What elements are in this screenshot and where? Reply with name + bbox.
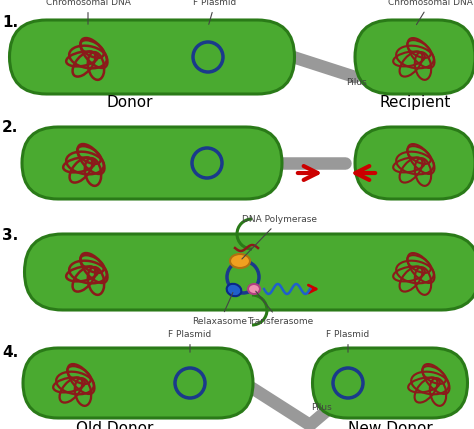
Circle shape xyxy=(227,261,259,293)
Ellipse shape xyxy=(248,284,260,294)
Circle shape xyxy=(333,368,363,398)
Text: 3.: 3. xyxy=(2,228,18,243)
Text: Chromosomal DNA: Chromosomal DNA xyxy=(388,0,473,24)
FancyBboxPatch shape xyxy=(9,20,294,94)
Circle shape xyxy=(175,368,205,398)
Text: 1.: 1. xyxy=(2,15,18,30)
FancyBboxPatch shape xyxy=(312,348,467,418)
Text: Pilus: Pilus xyxy=(311,403,332,412)
Text: F Plasmid: F Plasmid xyxy=(327,330,370,352)
FancyBboxPatch shape xyxy=(22,127,282,199)
Text: Old Donor: Old Donor xyxy=(76,421,154,429)
FancyBboxPatch shape xyxy=(355,20,474,94)
Text: F Plasmid: F Plasmid xyxy=(193,0,237,24)
FancyBboxPatch shape xyxy=(23,348,253,418)
Text: Relaxasome: Relaxasome xyxy=(192,293,247,326)
Text: 4.: 4. xyxy=(2,345,18,360)
Text: DNA Polymerase: DNA Polymerase xyxy=(242,215,318,259)
FancyBboxPatch shape xyxy=(355,127,474,199)
Circle shape xyxy=(192,148,222,178)
Text: Donor: Donor xyxy=(107,95,153,110)
Text: Recipient: Recipient xyxy=(379,95,451,110)
Circle shape xyxy=(193,42,223,72)
Ellipse shape xyxy=(227,284,241,296)
Ellipse shape xyxy=(230,254,250,268)
Text: Chromosomal DNA: Chromosomal DNA xyxy=(46,0,130,24)
Text: New Donor: New Donor xyxy=(347,421,432,429)
Text: Transferasome: Transferasome xyxy=(247,291,313,326)
Text: Pilus: Pilus xyxy=(346,78,367,87)
Text: F Plasmid: F Plasmid xyxy=(168,330,211,352)
FancyBboxPatch shape xyxy=(25,234,474,310)
Text: 2.: 2. xyxy=(2,120,18,135)
